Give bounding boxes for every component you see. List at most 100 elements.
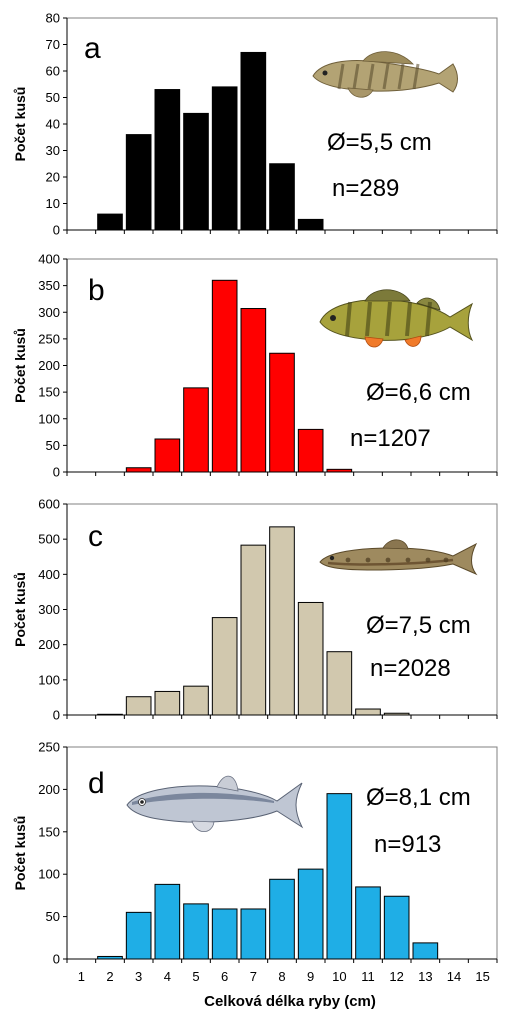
bar-a-8 (269, 163, 295, 231)
x-tick-label: 2 (106, 969, 113, 984)
bar-d-4 (154, 883, 181, 960)
bar-a-6 (211, 86, 238, 231)
x-tick-label: 10 (332, 969, 346, 984)
x-tick-label: 6 (221, 969, 228, 984)
y-tick-label: 150 (38, 824, 60, 839)
x-tick-label: 14 (447, 969, 461, 984)
chart-panel-d: 0 50 100 150 200 250 Počet kusů d Ø=8,1 cm n=913 (12, 740, 498, 967)
panel-letter: b (88, 274, 105, 307)
y-tick-label: 100 (38, 411, 60, 426)
y-tick-label: 250 (38, 740, 60, 755)
bar-b-3 (125, 467, 152, 473)
sample-size-label: n=289 (332, 175, 399, 202)
y-axis-label: Počet kusů (12, 87, 28, 162)
x-axis-label: Celková délka ryby (cm) (204, 993, 376, 1010)
bar-a-2 (97, 213, 123, 231)
bar-a-3 (125, 134, 152, 231)
y-tick-label: 200 (38, 782, 60, 797)
bar-b-7 (240, 308, 267, 473)
y-tick-label: 60 (46, 64, 60, 79)
y-tick-label: 100 (38, 672, 60, 687)
x-tick-label: 5 (192, 969, 199, 984)
y-tick-label: 10 (46, 196, 60, 211)
sample-size-label: n=913 (374, 831, 441, 858)
bar-b-8 (269, 352, 295, 473)
bar-d-3 (125, 911, 152, 960)
x-tick-label: 7 (250, 969, 257, 984)
goby-fish-icon (312, 51, 458, 98)
bar-d-8 (269, 878, 295, 960)
y-tick-label: 0 (53, 223, 60, 238)
bar-a-4 (154, 89, 181, 231)
x-axis-ticks: 1 2 3 4 5 6 7 8 9 10 11 12 13 14 15 (78, 969, 490, 984)
y-tick-label: 400 (38, 567, 60, 582)
x-tick-label: 13 (418, 969, 432, 984)
bar-d-12 (383, 895, 410, 960)
x-tick-label: 9 (307, 969, 314, 984)
bar-d-2 (97, 955, 123, 960)
y-tick-label: 200 (38, 637, 60, 652)
bar-d-5 (183, 903, 209, 960)
x-tick-label: 4 (164, 969, 171, 984)
sample-size-label: n=1207 (350, 425, 431, 452)
y-tick-label: 350 (38, 278, 60, 293)
x-tick-label: 12 (389, 969, 403, 984)
y-tick-label: 300 (38, 305, 60, 320)
panel-letter: a (84, 32, 101, 65)
y-tick-label: 30 (46, 143, 60, 158)
mean-length-label: Ø=8,1 cm (366, 784, 471, 811)
mean-length-label: Ø=5,5 cm (327, 129, 432, 156)
y-axis-label: Počet kusů (12, 572, 28, 647)
x-tick-label: 3 (135, 969, 142, 984)
y-tick-label: 200 (38, 358, 60, 373)
x-tick-label: 8 (278, 969, 285, 984)
bar-c-4 (154, 690, 181, 716)
bar-c-5 (183, 685, 209, 716)
bar-d-7 (240, 908, 267, 960)
mean-length-label: Ø=7,5 cm (366, 612, 471, 639)
bar-d-11 (355, 886, 381, 960)
bar-c-6 (211, 617, 238, 716)
bar-b-6 (211, 279, 238, 473)
bar-d-10 (326, 793, 353, 960)
y-axis-label: Počet kusů (12, 328, 28, 403)
y-tick-label: 500 (38, 532, 60, 547)
sample-size-label: n=2028 (370, 655, 451, 682)
panel-letter: d (88, 767, 105, 800)
chart-panel-c: 0 100 200 300 400 500 600 Počet kusů c Ø=7,5 cm n=… (12, 497, 498, 723)
x-tick-label: 15 (475, 969, 489, 984)
bar-b-9 (297, 428, 324, 473)
y-axis-label: Počet kusů (12, 816, 28, 891)
bar-b-5 (183, 387, 209, 473)
y-tick-label: 40 (46, 117, 60, 132)
bar-c-11 (355, 708, 381, 716)
y-tick-label: 300 (38, 602, 60, 617)
bar-d-13 (412, 942, 439, 960)
y-tick-label: 0 (53, 708, 60, 723)
bar-c-12 (383, 712, 410, 716)
y-tick-label: 0 (53, 952, 60, 967)
y-tick-label: 150 (38, 385, 60, 400)
bar-a-9 (297, 218, 324, 231)
x-tick-label: 1 (78, 969, 85, 984)
bar-a-7 (240, 51, 267, 231)
bar-c-8 (269, 526, 295, 716)
y-tick-label: 600 (38, 497, 60, 512)
y-tick-label: 400 (38, 252, 60, 267)
y-tick-label: 250 (38, 331, 60, 346)
chart-panel-a: 0 10 20 30 40 50 60 70 80 Počet kusů a Ø=5,5 cm n=28… (12, 11, 498, 238)
x-tick-label: 11 (361, 969, 375, 984)
y-tick-label: 50 (46, 438, 60, 453)
bar-b-4 (154, 438, 181, 473)
y-tick-label: 20 (46, 170, 60, 185)
bar-c-10 (326, 651, 353, 716)
bar-c-2 (97, 713, 123, 716)
y-tick-label: 50 (46, 909, 60, 924)
y-tick-label: 70 (46, 37, 60, 52)
bar-b-10 (326, 468, 353, 473)
panel-letter: c (88, 520, 103, 553)
bar-d-9 (297, 868, 324, 960)
bar-c-3 (125, 696, 152, 716)
y-tick-label: 0 (53, 465, 60, 480)
